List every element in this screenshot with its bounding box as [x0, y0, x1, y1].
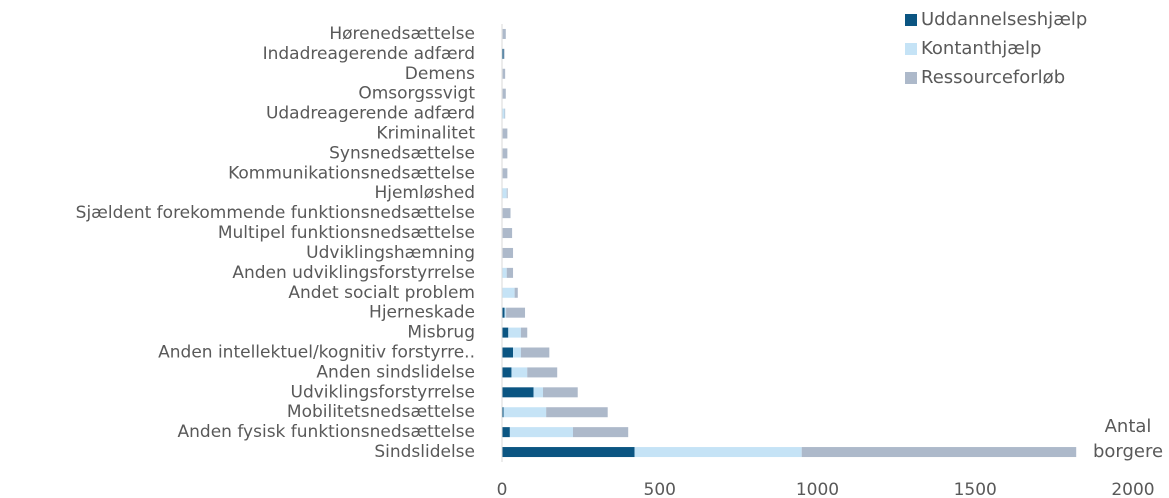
- bar-segment: [533, 387, 544, 398]
- y-tick-label: Anden sindslidelse: [316, 362, 475, 382]
- y-tick-label: Indadreagerende adfærd: [263, 44, 475, 64]
- bar-segment: [572, 427, 629, 438]
- bar-segment: [502, 427, 510, 438]
- y-tick-label: Udadreagerende adfærd: [266, 104, 475, 124]
- bar-segment: [527, 367, 558, 378]
- y-tick-label: Hørenedsættelse: [329, 24, 475, 44]
- bar-segment: [514, 287, 518, 298]
- legend-swatch: [905, 43, 917, 55]
- bar-segment: [634, 447, 802, 458]
- bar-segment: [504, 108, 506, 119]
- x-axis-label: Antal borgere: [1092, 416, 1164, 462]
- y-tick-label: Udviklingsforstyrrelse: [291, 382, 476, 402]
- bar-segment: [502, 407, 504, 418]
- y-tick-label: Kriminalitet: [376, 124, 475, 144]
- bar-segment: [502, 247, 514, 258]
- y-tick-label: Mobilitetsnedsættelse: [287, 402, 475, 422]
- y-tick-label: Demens: [405, 64, 475, 84]
- y-tick-label: Sjældent forekommende funktionsnedsættel…: [76, 203, 475, 223]
- bar-segment: [543, 387, 578, 398]
- legend-label: Kontanthjælp: [921, 38, 1041, 59]
- legend-label: Ressourceforløb: [921, 67, 1065, 88]
- bar-segment: [506, 307, 526, 318]
- bar-segment: [502, 28, 506, 39]
- y-tick-label: Anden udviklingsforstyrrelse: [232, 263, 475, 283]
- y-tick-label: Sindslidelse: [374, 442, 475, 462]
- bar-segment: [520, 327, 528, 338]
- y-tick-label: Multipel funktionsnedsættelse: [218, 223, 475, 243]
- bar-segment: [502, 447, 635, 458]
- bar-segment: [502, 367, 512, 378]
- bar-segment: [513, 347, 521, 358]
- bar-segment: [502, 128, 508, 139]
- bar-segment: [502, 267, 507, 278]
- y-tick-label: Udviklingshæmning: [306, 243, 475, 263]
- bar-segment: [502, 108, 505, 119]
- bar-segment: [506, 188, 508, 199]
- y-tick-label: Misbrug: [407, 323, 475, 343]
- bar-segment: [502, 287, 515, 298]
- x-tick-label: 1500: [954, 480, 997, 498]
- x-tick-label: 2000: [1111, 480, 1154, 498]
- bar-segment: [504, 307, 507, 318]
- bar-segment: [801, 447, 1077, 458]
- bar-segment: [502, 68, 506, 79]
- bar-segment: [502, 88, 506, 99]
- bar-segment: [509, 427, 573, 438]
- bar-segment: [502, 188, 507, 199]
- y-tick-label: Hjemløshed: [374, 183, 475, 203]
- y-tick-label: Hjerneskade: [369, 303, 475, 323]
- bar-segment: [503, 48, 505, 59]
- bar-segment: [511, 367, 528, 378]
- y-tick-label: Kommunikationsnedsættelse: [228, 163, 475, 183]
- legend-label: Uddannelseshjælp: [921, 9, 1087, 30]
- bar-segment: [506, 267, 514, 278]
- y-tick-label: Anden fysisk funktionsnedsættelse: [178, 422, 475, 442]
- x-tick-label: 500: [644, 480, 676, 498]
- bar-segment: [502, 208, 511, 219]
- bar-segment: [503, 407, 547, 418]
- legend-swatch: [905, 72, 917, 84]
- y-tick-label: Omsorgssvigt: [358, 84, 475, 104]
- bar-segment: [502, 168, 508, 179]
- bar-segment: [502, 228, 513, 239]
- bar-segment: [508, 327, 521, 338]
- bar-segment: [546, 407, 608, 418]
- bar-segment: [502, 148, 508, 159]
- bar-segment: [502, 48, 504, 59]
- legend-swatch: [905, 14, 917, 26]
- x-tick-label: 0: [497, 480, 508, 498]
- bar-segment: [502, 327, 509, 338]
- y-tick-label: Synsnedsættelse: [329, 143, 475, 163]
- x-tick-label: 1000: [796, 480, 839, 498]
- y-tick-label: Andet socialt problem: [288, 283, 475, 303]
- bar-segment: [502, 307, 505, 318]
- bar-segment: [520, 347, 550, 358]
- bar-segment: [502, 387, 534, 398]
- y-tick-label: Anden intellektuel/kognitiv forstyrre..: [158, 343, 475, 363]
- bar-segment: [502, 347, 514, 358]
